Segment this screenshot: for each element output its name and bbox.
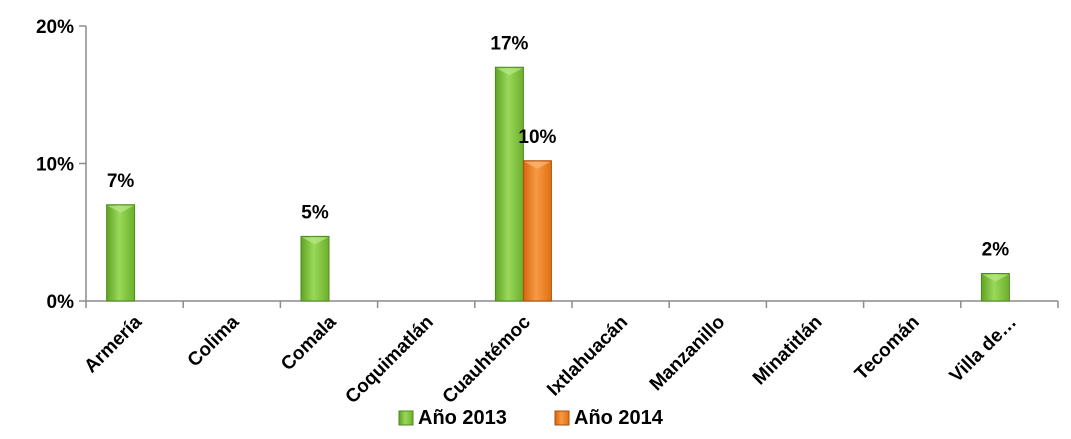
x-category-label: Colima (184, 311, 244, 371)
x-category-label: Minatitlán (749, 312, 827, 390)
legend-label: Año 2014 (574, 407, 664, 429)
x-category-label: Villa de… (946, 312, 1021, 387)
bar-bevel (496, 68, 523, 76)
x-category-label: Cuauhtémoc (439, 311, 536, 408)
data-label: 17% (490, 33, 528, 54)
y-tick-label: 20% (36, 17, 74, 38)
legend-swatch-ano-2014 (554, 410, 570, 426)
bar-bevel (524, 161, 551, 169)
bar-ano-2013-0 (106, 204, 136, 302)
x-category-label: Coquimatlán (342, 312, 438, 408)
legend-label: Año 2013 (418, 407, 507, 429)
y-tick-label: 0% (47, 292, 75, 313)
bar-bevel (302, 237, 328, 245)
x-category-label: Ixtlahuacán (543, 312, 632, 401)
bar-bevel (107, 205, 134, 213)
bar-ano-2014-4 (522, 160, 552, 302)
bar-bevel (982, 274, 1009, 282)
legend-swatch-ano-2013 (398, 410, 414, 426)
data-label: 7% (107, 171, 135, 192)
bar-ano-2013-4 (494, 66, 524, 302)
y-tick-label: 10% (36, 155, 74, 176)
x-category-label: Armería (80, 311, 146, 377)
data-label: 2% (982, 240, 1010, 261)
data-label: 10% (518, 127, 556, 148)
x-category-label: Comala (277, 311, 341, 375)
x-category-label: Tecomán (851, 312, 924, 385)
data-label: 5% (301, 202, 329, 223)
bar-ano-2013-2 (300, 235, 330, 302)
x-category-label: Manzanillo (646, 312, 730, 396)
